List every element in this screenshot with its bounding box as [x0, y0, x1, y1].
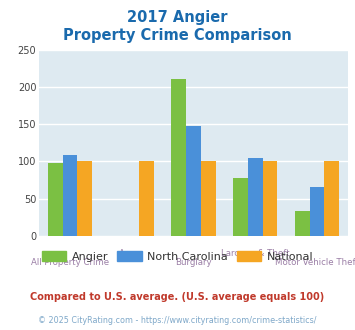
Text: Burglary: Burglary: [175, 258, 212, 267]
Bar: [171, 79, 186, 236]
Text: Larceny & Theft: Larceny & Theft: [221, 249, 290, 258]
Legend: Angier, North Carolina, National: Angier, North Carolina, National: [37, 247, 318, 267]
Bar: [233, 178, 248, 236]
Bar: [310, 187, 324, 236]
Bar: [295, 211, 310, 236]
Text: 2017 Angier: 2017 Angier: [127, 10, 228, 25]
Text: Property Crime Comparison: Property Crime Comparison: [63, 28, 292, 43]
Bar: [77, 161, 92, 236]
Text: © 2025 CityRating.com - https://www.cityrating.com/crime-statistics/: © 2025 CityRating.com - https://www.city…: [38, 316, 317, 325]
Bar: [201, 161, 216, 236]
Bar: [248, 158, 263, 236]
Bar: [48, 163, 62, 236]
Bar: [263, 161, 278, 236]
Bar: [139, 161, 154, 236]
Text: Arson: Arson: [119, 249, 144, 258]
Bar: [324, 161, 339, 236]
Text: All Property Crime: All Property Crime: [31, 258, 109, 267]
Bar: [62, 155, 77, 236]
Text: Compared to U.S. average. (U.S. average equals 100): Compared to U.S. average. (U.S. average …: [31, 292, 324, 302]
Bar: [186, 126, 201, 236]
Text: Motor Vehicle Theft: Motor Vehicle Theft: [275, 258, 355, 267]
